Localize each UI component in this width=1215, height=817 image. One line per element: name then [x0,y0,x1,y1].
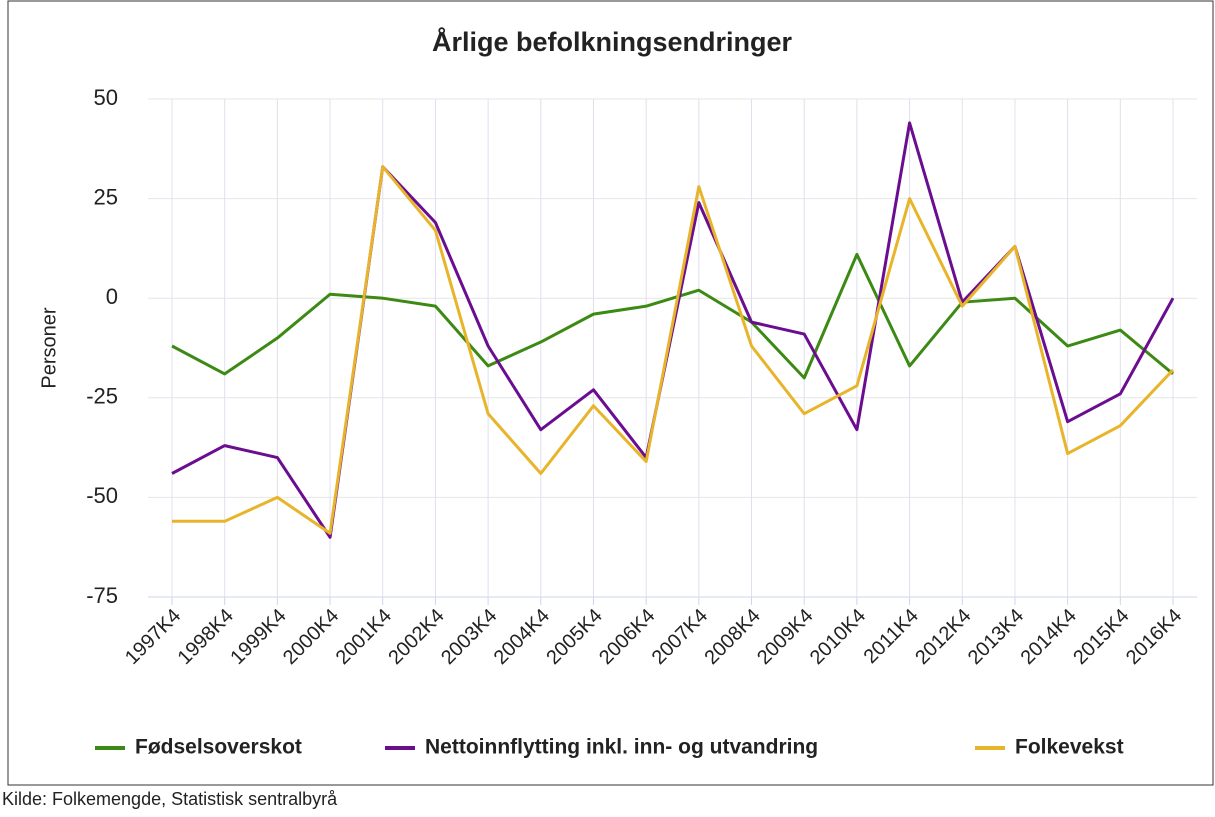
y-tick-label: 50 [94,85,118,110]
legend-label: Folkevekst [1015,736,1124,759]
y-tick-label: -75 [86,583,118,608]
series-line [172,165,1175,535]
legend-label: Fødselsoverskot [135,736,302,759]
source-note: Kilde: Folkemengde, Statistisk sentralby… [2,789,338,809]
y-tick-label: 25 [94,184,118,209]
y-axis-label: Personer [38,307,60,388]
y-tick-label: 0 [106,284,118,309]
y-tick-label: -50 [86,483,118,508]
lines [171,121,1175,539]
legend-label: Nettoinnflytting inkl. inn- og utvandrin… [425,736,818,759]
chart-border [7,0,1214,786]
y-tick-label: -25 [86,384,118,409]
series-line [171,252,1174,380]
legend: Fødselsoverskot Nettoinnflytting inkl. in… [95,736,1124,759]
chart-title: Årlige befolkningsendringer [432,26,793,57]
